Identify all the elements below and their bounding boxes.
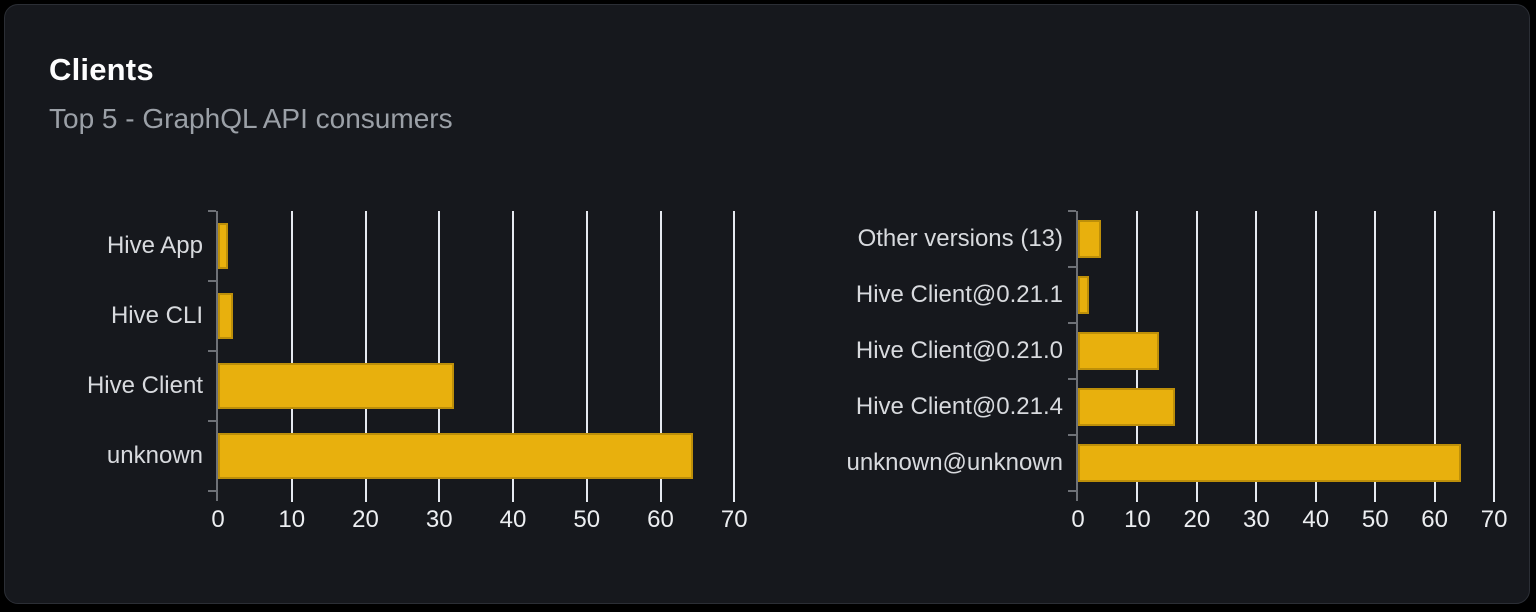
y-axis-tick [1068, 322, 1076, 324]
x-gridline [512, 211, 514, 502]
y-axis-tick [1068, 490, 1076, 492]
x-gridline [438, 211, 441, 502]
x-gridline [1195, 211, 1198, 502]
y-category-label: Hive Client@0.21.0 [855, 337, 1063, 364]
panel-subtitle: Top 5 - GraphQL API consumers [49, 103, 453, 134]
x-gridline [659, 211, 662, 502]
y-axis-spine [1076, 211, 1078, 501]
bar [1078, 388, 1175, 426]
x-gridline [1433, 211, 1436, 502]
x-gridline [1493, 211, 1496, 502]
y-axis-tick [1068, 378, 1076, 380]
x-tick-label: 0 [211, 506, 225, 533]
y-axis-tick [208, 490, 216, 492]
x-tick-label: 0 [1071, 506, 1085, 533]
bar [218, 222, 229, 270]
y-category-label: Hive CLI [110, 302, 203, 329]
y-axis-spine [216, 211, 218, 501]
plot-area [1068, 210, 1506, 502]
x-gridline [1374, 211, 1377, 502]
x-tick-label: 30 [1242, 506, 1270, 533]
y-category-label: Hive App [106, 232, 203, 259]
bar [1078, 332, 1160, 370]
y-category-label: Other versions (13) [857, 225, 1063, 252]
y-axis-tick [1068, 266, 1076, 268]
y-category-label: Hive Client@0.21.1 [855, 281, 1063, 308]
x-tick-label: 40 [1302, 506, 1330, 533]
y-category-label: Hive Client [86, 372, 203, 399]
x-tick-label: 10 [278, 506, 306, 533]
y-axis-tick [208, 420, 216, 422]
bar [1078, 444, 1462, 482]
y-axis-tick [208, 280, 216, 282]
x-gridline [290, 211, 293, 502]
bar [218, 292, 233, 340]
panel-title: Clients [49, 52, 154, 87]
x-gridline [585, 211, 588, 502]
clients-panel: Clients Top 5 - GraphQL API consumers 0 1… [4, 4, 1530, 604]
clients-by-name-chart: 0 10 20 30 40 50 60 70 Hive App Hive CLI Hive Clie… [87, 210, 749, 533]
x-tick-label: 70 [720, 506, 748, 533]
x-tick-label: 60 [647, 506, 674, 533]
x-tick-label: 40 [499, 506, 527, 533]
y-category-label: Hive Client@0.21.4 [855, 393, 1063, 420]
x-tick-label: 10 [1124, 506, 1151, 533]
bar [218, 432, 693, 480]
bar [1078, 276, 1089, 314]
x-tick-label: 20 [1183, 506, 1211, 533]
y-axis-tick [208, 210, 216, 212]
x-gridline [1255, 211, 1258, 502]
y-axis-tick [208, 350, 216, 352]
x-gridline [733, 211, 736, 502]
x-tick-label: 30 [425, 506, 453, 533]
bar [1078, 220, 1102, 258]
x-tick-label: 20 [352, 506, 379, 533]
panel-header: Clients Top 5 - GraphQL API consumers [49, 52, 453, 135]
y-category-label: unknown@unknown [846, 449, 1063, 476]
clients-by-version-chart: 0 10 20 30 40 50 60 70 Other versions (13) Hive C… [846, 210, 1507, 533]
y-axis-tick [1068, 434, 1076, 436]
plot-area [208, 210, 749, 502]
y-axis-tick [1068, 210, 1076, 212]
x-tick-label: 70 [1480, 506, 1508, 533]
x-gridline [364, 211, 367, 502]
x-tick-label: 60 [1421, 506, 1449, 533]
y-category-label: unknown [106, 442, 203, 469]
x-tick-label: 50 [573, 506, 601, 533]
bar [218, 362, 454, 410]
x-gridline [1314, 211, 1317, 502]
x-tick-label: 50 [1361, 506, 1389, 533]
